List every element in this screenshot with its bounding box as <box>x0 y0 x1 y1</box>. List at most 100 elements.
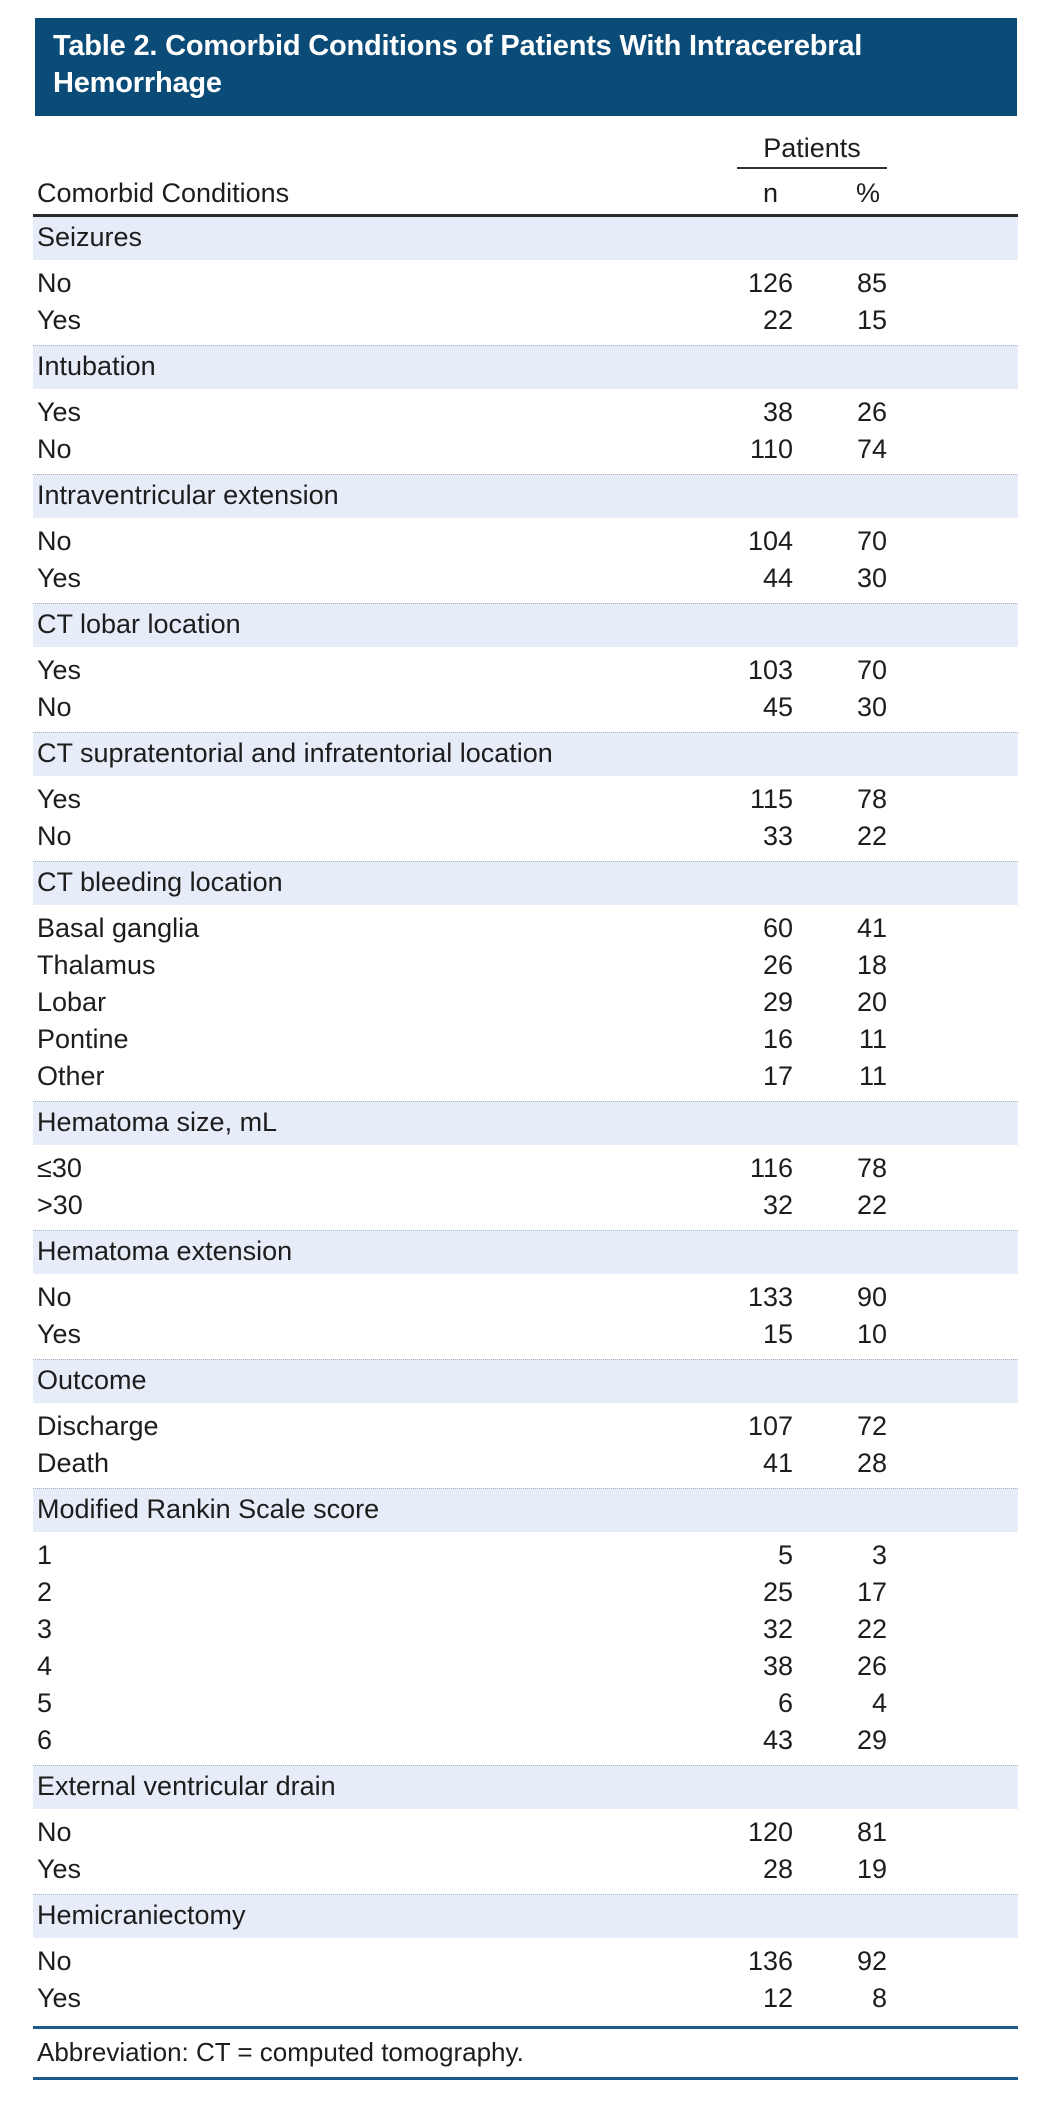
row-percent-value: 20 <box>856 986 887 1017</box>
row-label: 6 <box>37 1724 53 1755</box>
table-row: Thalamus 26 18 <box>33 947 1018 984</box>
row-percent-value: 30 <box>856 691 887 722</box>
row-percent-value: 78 <box>856 1152 887 1183</box>
row-percent-value: 70 <box>856 525 887 556</box>
table-row: No 126 85 <box>33 265 1018 302</box>
row-label: Yes <box>37 1318 82 1349</box>
row-n-value: 32 <box>762 1613 793 1644</box>
row-percent-value: 15 <box>856 304 887 335</box>
table-row: Other 17 11 <box>33 1058 1018 1095</box>
row-n-value: 41 <box>762 1447 793 1478</box>
row-percent-value: 11 <box>858 1060 887 1091</box>
table-row: Yes 115 78 <box>33 781 1018 818</box>
patients-group-header-row: Patients <box>33 129 1018 169</box>
row-label: Yes <box>37 1853 82 1884</box>
table-row: No 120 81 <box>33 1814 1018 1851</box>
table-row: No 133 90 <box>33 1279 1018 1316</box>
row-n-value: 43 <box>762 1724 793 1755</box>
table-row: Yes 103 70 <box>33 652 1018 689</box>
row-percent-value: 26 <box>856 1650 887 1681</box>
row-label: 1 <box>37 1539 53 1570</box>
row-n-value: 60 <box>762 912 793 943</box>
row-percent-value: 41 <box>856 912 887 943</box>
row-n-value: 17 <box>762 1060 793 1091</box>
row-n-value: 25 <box>762 1576 793 1607</box>
row-label: No <box>37 525 72 556</box>
table-row: 5 6 4 <box>33 1685 1018 1722</box>
section-header: Seizures <box>33 216 1018 260</box>
row-n-value: 45 <box>762 691 793 722</box>
table-row: Yes 15 10 <box>33 1316 1018 1353</box>
row-label: Yes <box>37 1982 82 2013</box>
row-n-value: 29 <box>762 986 793 1017</box>
row-n-value: 104 <box>747 525 793 556</box>
section-header: Hemicraniectomy <box>33 1893 1018 1938</box>
section-header: Intubation <box>33 344 1018 389</box>
row-label: No <box>37 1816 72 1847</box>
table-row: 6 43 29 <box>33 1722 1018 1759</box>
row-label: Yes <box>37 562 82 593</box>
section-header-row: Hematoma extension <box>33 1224 1018 1279</box>
row-label: Thalamus <box>37 949 156 980</box>
row-n-value: 103 <box>747 654 793 685</box>
row-n-value: 115 <box>749 783 793 814</box>
section-header-row: CT lobar location <box>33 597 1018 652</box>
row-percent-value: 17 <box>856 1576 887 1607</box>
section-header: Hematoma size, mL <box>33 1100 1018 1145</box>
table-row: Pontine 16 11 <box>33 1021 1018 1058</box>
row-percent-value: 72 <box>856 1410 887 1441</box>
row-label: 4 <box>37 1650 53 1681</box>
row-n-value: 136 <box>747 1945 793 1976</box>
row-n-value: 12 <box>762 1982 793 2013</box>
row-n-value: 133 <box>747 1281 793 1312</box>
row-percent-value: 18 <box>856 949 887 980</box>
row-label: Discharge <box>37 1410 159 1441</box>
row-label: No <box>37 1281 72 1312</box>
section-header: Outcome <box>33 1358 1018 1403</box>
column-header-row: Comorbid Conditions n % <box>33 169 1018 217</box>
section-header-row: Hematoma size, mL <box>33 1095 1018 1150</box>
percent-column-header: % <box>793 169 887 217</box>
table-row: Yes 28 19 <box>33 1851 1018 1888</box>
row-percent-value: 19 <box>856 1853 887 1884</box>
table-row: Yes 38 26 <box>33 394 1018 431</box>
row-label: ≤30 <box>37 1152 82 1183</box>
section-header-row: Modified Rankin Scale score <box>33 1482 1018 1537</box>
section-header: Intraventricular extension <box>33 473 1018 518</box>
row-label: Basal ganglia <box>37 912 200 943</box>
table-row: 3 32 22 <box>33 1611 1018 1648</box>
row-n-value: 16 <box>762 1023 793 1054</box>
row-n-value: 26 <box>762 949 793 980</box>
row-label: Yes <box>37 783 82 814</box>
row-n-value: 110 <box>749 433 793 464</box>
row-percent-value: 22 <box>856 1189 887 1220</box>
section-header: CT lobar location <box>33 602 1018 647</box>
row-label: 5 <box>37 1687 53 1718</box>
row-percent-value: 3 <box>871 1539 887 1570</box>
row-percent-value: 90 <box>856 1281 887 1312</box>
row-label: Yes <box>37 396 82 427</box>
table-row: Death 41 28 <box>33 1445 1018 1482</box>
row-n-value: 44 <box>762 562 793 593</box>
row-percent-value: 22 <box>856 820 887 851</box>
section-header-row: Intubation <box>33 339 1018 394</box>
row-n-value: 15 <box>762 1318 793 1349</box>
row-label: 3 <box>37 1613 53 1644</box>
table-footnote: Abbreviation: CT = computed tomography. <box>33 2025 1018 2080</box>
row-label: No <box>37 433 72 464</box>
table-row: Yes 44 30 <box>33 560 1018 597</box>
row-percent-value: 81 <box>856 1816 887 1847</box>
row-percent-value: 11 <box>858 1023 887 1054</box>
section-header: Hematoma extension <box>33 1229 1018 1274</box>
row-percent-value: 26 <box>856 396 887 427</box>
row-percent-value: 10 <box>856 1318 887 1349</box>
table-row: 1 5 3 <box>33 1537 1018 1574</box>
row-percent-value: 70 <box>856 654 887 685</box>
row-label: Pontine <box>37 1023 129 1054</box>
table-title: Table 2. Comorbid Conditions of Patients… <box>53 30 863 99</box>
row-n-value: 116 <box>749 1152 793 1183</box>
row-percent-value: 4 <box>871 1687 887 1718</box>
section-header: CT bleeding location <box>33 860 1018 905</box>
section-header: Modified Rankin Scale score <box>33 1487 1018 1532</box>
